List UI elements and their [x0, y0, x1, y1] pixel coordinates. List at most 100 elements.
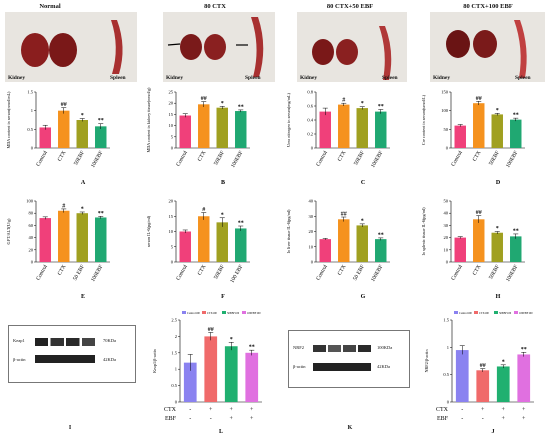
organ-photo-drawing: [446, 20, 527, 78]
panel-letter: A: [81, 180, 86, 186]
category-label: 100EBF: [90, 264, 104, 283]
y-tick-label: 100: [26, 199, 34, 204]
kidney-label: Kidney: [433, 75, 451, 81]
significance-mark: #: [202, 207, 205, 213]
bar: [179, 115, 191, 148]
panel-letter: E: [81, 294, 85, 300]
category-label: CTX: [57, 150, 68, 163]
category-label: CTX: [337, 150, 348, 163]
bar: [319, 111, 331, 148]
bar: [356, 225, 368, 262]
category-label: CTX: [337, 264, 348, 277]
bar: [496, 366, 510, 402]
ebf-sign: -: [189, 416, 191, 422]
significance-mark: #: [62, 203, 65, 209]
y-axis-label: NRF2/β-actin: [424, 349, 429, 373]
y-tick-label: 50: [444, 199, 449, 204]
category-label: Control: [35, 264, 49, 282]
y-tick-label: 1.5: [171, 350, 177, 355]
bar: [455, 350, 469, 402]
ebf-sign: -: [461, 416, 463, 422]
category-label: 50 EBF: [352, 264, 366, 282]
category-label: Control: [175, 264, 189, 282]
y-tick-label: 1: [447, 345, 449, 350]
protein-kda: 100KDa: [377, 345, 393, 350]
ctx-sign: +: [481, 407, 485, 413]
category-label: Control: [35, 150, 49, 168]
kidney-label: Kidney: [8, 75, 26, 81]
category-label: CTX: [472, 264, 483, 277]
significance-mark: *: [361, 101, 364, 107]
y-tick-label: 40: [29, 235, 34, 240]
panel-letter: H: [496, 294, 501, 300]
y-tick-label: 30: [444, 223, 449, 228]
chart-c: Urea nitrogen in serum(mg/mL) 0 0.2 0.4 0.6 0…: [286, 90, 390, 186]
bar: [179, 231, 191, 262]
y-tick-label: 150: [441, 90, 449, 95]
significance-mark: *: [221, 101, 224, 107]
y-tick-label: 2.5: [171, 318, 177, 323]
legend-swatch: [242, 311, 246, 314]
spleen-label: Spleen: [245, 75, 261, 81]
y-axis-label: Cre content in serum(umol/L): [421, 94, 426, 145]
significance-mark: ##: [61, 102, 67, 108]
y-tick-label: 0.6: [307, 104, 313, 109]
significance-mark: **: [378, 232, 384, 238]
bar: [76, 213, 88, 262]
loading-kda: 42KDa: [103, 357, 116, 362]
bar: [375, 239, 387, 262]
panel-letter: L: [219, 429, 223, 435]
loading-kda: 42KDa: [377, 364, 390, 369]
significance-mark: ##: [480, 363, 486, 369]
spleen-label: Spleen: [382, 75, 398, 81]
y-tick-label: 20: [29, 247, 34, 252]
y-tick-label: 0.2: [307, 132, 313, 137]
actin-band: [35, 355, 95, 363]
legend-label: 100EBF100: [519, 312, 533, 315]
legend-label: Control100: [459, 312, 472, 315]
bar: [491, 232, 503, 262]
y-tick-label: 100: [441, 108, 449, 113]
protein-label: NRF2: [293, 345, 305, 350]
bar: [204, 336, 218, 402]
legend-label: CTX100: [207, 312, 217, 315]
chart-a: MDA content in serum(nmol/mL) 0 0.5 1 1.5 Con…: [6, 90, 110, 186]
category-label: 50 EBF: [72, 264, 86, 282]
bar: [235, 111, 247, 148]
bar: [58, 210, 70, 262]
y-tick-label: 0.5: [171, 383, 177, 388]
y-tick-label: 0: [311, 146, 314, 151]
y-tick-label: 30: [309, 214, 314, 219]
organ-photo-drawing: [21, 20, 123, 74]
ctx-sign: +: [209, 407, 213, 413]
significance-mark: **: [238, 221, 244, 227]
bar: [39, 218, 51, 262]
loading-control-label: β-actin: [13, 357, 26, 362]
significance-mark: **: [521, 347, 527, 353]
category-label: CTX: [472, 150, 483, 163]
panel-letter: D: [496, 180, 501, 186]
category-label: 50EBF: [213, 264, 226, 281]
category-label: Control: [175, 150, 189, 168]
organ-photo: [297, 12, 407, 82]
chart-g: In liver tissue IL-6(pg/ml) 0 10 20 30 40 Cont…: [286, 199, 390, 300]
y-axis-label: In splenic tissue IL-6(pg/ml): [421, 207, 426, 256]
chart-j: NRF2/β-actin 0 0.5 1 1.5 - - ## + - * + + ** + + Control…: [424, 311, 534, 435]
bar: [517, 354, 531, 402]
y-tick-label: 10: [169, 123, 174, 128]
y-tick-label: 80: [29, 211, 34, 216]
y-tick-label: 10: [169, 229, 174, 234]
chart-h: In splenic tissue IL-6(pg/ml) 0 10 20 30 40 50…: [421, 199, 525, 300]
ctx-sign: +: [502, 407, 506, 413]
ctx-sign: +: [522, 407, 526, 413]
bar: [183, 362, 197, 402]
y-tick-label: 2: [175, 334, 177, 339]
significance-mark: ##: [208, 327, 214, 333]
category-label: 50EBF: [213, 150, 226, 167]
significance-mark: ##: [201, 96, 207, 102]
bar: [224, 346, 238, 402]
bar: [491, 114, 503, 148]
bar: [510, 119, 522, 148]
category-label: 50EBF: [488, 264, 501, 281]
category-label: Control: [315, 264, 329, 282]
